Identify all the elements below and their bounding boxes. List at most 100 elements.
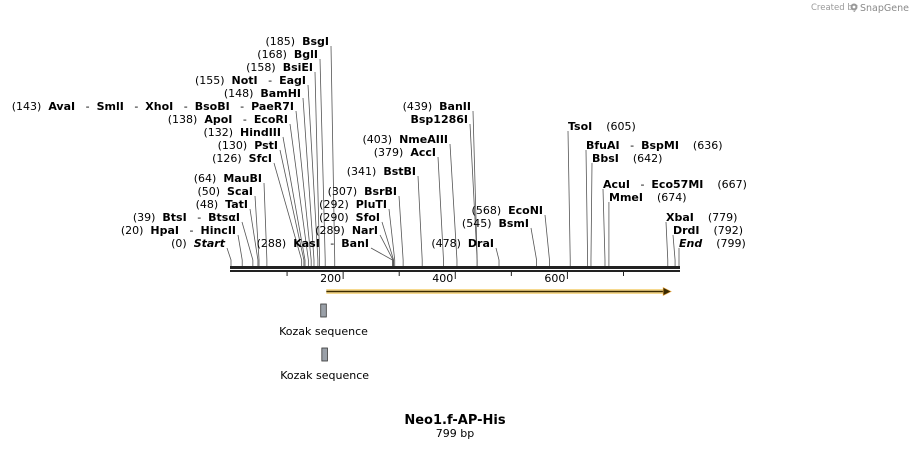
site-label-part: (799) [702, 237, 746, 250]
site-label-part: NmeAIII [399, 133, 448, 146]
kozak-feature-box[interactable] [321, 347, 328, 362]
axis-tick-label: 200 [320, 272, 341, 285]
cut-site-line [449, 143, 458, 266]
site-scai-label[interactable]: (50) ScaI [197, 185, 253, 198]
cut-site-line [495, 247, 500, 266]
site-label-part: (130) [218, 139, 255, 152]
site-sfoi-label[interactable]: (290) SfoI [319, 211, 380, 224]
site-bamhi-label[interactable]: (148) BamHI [224, 87, 301, 100]
site-label-part: - [124, 100, 145, 113]
cut-site-line [279, 149, 305, 266]
site-label-part: TsoI [568, 120, 592, 133]
kozak-feature-label: Kozak sequence [280, 369, 369, 382]
site-label-part: DraI [468, 237, 494, 250]
site-drdi-label[interactable]: DrdI (792) [673, 224, 743, 237]
site-label-part: - [258, 74, 279, 87]
site-hindiii-label[interactable]: (132) HindIII [203, 126, 281, 139]
site-end-label[interactable]: End (799) [679, 237, 746, 250]
site-noti-label[interactable]: (155) NotI - EagI [195, 74, 306, 87]
site-label-part: DrdI [673, 224, 700, 237]
cut-site-line [319, 58, 326, 266]
site-kasi-label[interactable]: (288) KasI - BanI [257, 237, 369, 250]
site-label-part: BtsαI [208, 211, 240, 224]
site-avai-label[interactable]: (143) AvaI - SmlI - XhoI - BsoBI - PaeR7… [12, 100, 294, 113]
kozak-feature-label: Kozak sequence [279, 325, 368, 338]
site-apoi-label[interactable]: (138) ApoI - EcoRI [168, 113, 288, 126]
site-label-part: (39) [133, 211, 163, 224]
site-label-part: (439) [403, 100, 440, 113]
site-label-part: (138) [168, 113, 205, 126]
site-label-part: BanII [439, 100, 471, 113]
site-label-part: ScaI [227, 185, 253, 198]
site-bsmi-label[interactable]: (545) BsmI [462, 217, 529, 230]
site-label-part: SfoI [356, 211, 380, 224]
site-label-part: SfcI [249, 152, 272, 165]
cut-site-line [282, 136, 306, 266]
site-bsp1286i-label[interactable]: Bsp1286I [410, 113, 468, 126]
site-bsrbi-label[interactable]: (307) BsrBI [328, 185, 397, 198]
site-banii-label[interactable]: (439) BanII [403, 100, 471, 113]
site-nmeaiii-label[interactable]: (403) NmeAIII [363, 133, 449, 146]
site-label-part: (158) [246, 61, 283, 74]
site-label-part: BspMI [641, 139, 679, 152]
site-label-part: Bsp1286I [410, 113, 468, 126]
site-label-part: (779) [694, 211, 738, 224]
cut-site-line [665, 221, 669, 266]
site-hpai-label[interactable]: (20) HpaI - HincII [121, 224, 236, 237]
site-label-part: (50) [197, 185, 227, 198]
site-label-part: (168) [257, 48, 294, 61]
site-label-part: (605) [592, 120, 636, 133]
snapgene-logo-icon [850, 3, 858, 11]
site-label-part: (307) [328, 185, 365, 198]
site-label-part: (379) [374, 146, 411, 159]
site-drai-label[interactable]: (478) DraI [431, 237, 494, 250]
site-econi-label[interactable]: (568) EcoNI [472, 204, 543, 217]
kozak-feature-box[interactable] [320, 303, 327, 318]
site-label-part: (0) [171, 237, 194, 250]
site-bsiei-label[interactable]: (158) BsiEI [246, 61, 313, 74]
feature-track: Kozak sequence Kozak sequence [279, 303, 369, 382]
site-label-part: NarI [352, 224, 378, 237]
site-label-part: BsiEI [283, 61, 313, 74]
site-nari-label[interactable]: (289) NarI [315, 224, 378, 237]
site-label-part: (568) [472, 204, 509, 217]
site-sfci-label[interactable]: (126) SfcI [212, 152, 272, 165]
site-bstbi-label[interactable]: (341) BstBI [347, 165, 416, 178]
site-acui-label[interactable]: AcuI - Eco57MI (667) [603, 178, 747, 191]
site-bgli-label[interactable]: (168) BglI [257, 48, 318, 61]
cut-site-line [302, 97, 315, 266]
cut-site-line [263, 182, 268, 266]
cut-site-line [330, 45, 336, 266]
site-label-part: PluTI [356, 198, 387, 211]
site-btsi-label[interactable]: (39) BtsI - BtsαI [133, 211, 240, 224]
site-tati-label[interactable]: (48) TatI [196, 198, 248, 211]
cut-site-line [602, 188, 606, 266]
site-label-part: AccI [410, 146, 436, 159]
site-label-part: BfuAI [586, 139, 620, 152]
site-bsgi-label[interactable]: (185) BsgI [266, 35, 329, 48]
site-mmei-label[interactable]: MmeI (674) [609, 191, 687, 204]
site-label-part: AcuI [603, 178, 630, 191]
site-bfuai-label[interactable]: BfuAI - BspMI (636) [586, 139, 723, 152]
site-bbsi-label[interactable]: BbsI (642) [592, 152, 662, 165]
site-xbai-label[interactable]: XbaI (779) [666, 211, 737, 224]
cut-site-line [567, 130, 571, 266]
site-label-part: - [179, 224, 200, 237]
site-psti-label[interactable]: (130) PstI [218, 139, 278, 152]
site-label-part: XbaI [666, 211, 694, 224]
site-start-label[interactable]: (0) Start [171, 237, 226, 250]
site-tsoi-label[interactable]: TsoI (605) [568, 120, 636, 133]
orf-arrow[interactable] [326, 287, 672, 296]
site-label-part: HindIII [240, 126, 281, 139]
site-label-part: - [620, 139, 641, 152]
sequence-backbone-bottom [230, 270, 680, 272]
site-label-part: KasI [293, 237, 320, 250]
site-pluti-label[interactable]: (292) PluTI [319, 198, 387, 211]
site-maubi-label[interactable]: (64) MauBI [194, 172, 262, 185]
site-label-part: TatI [225, 198, 248, 211]
cut-site-line [585, 149, 589, 266]
site-label-part: - [187, 211, 208, 224]
site-label-part: NotI [232, 74, 258, 87]
site-acci-label[interactable]: (379) AccI [374, 146, 436, 159]
site-label-part: (155) [195, 74, 232, 87]
